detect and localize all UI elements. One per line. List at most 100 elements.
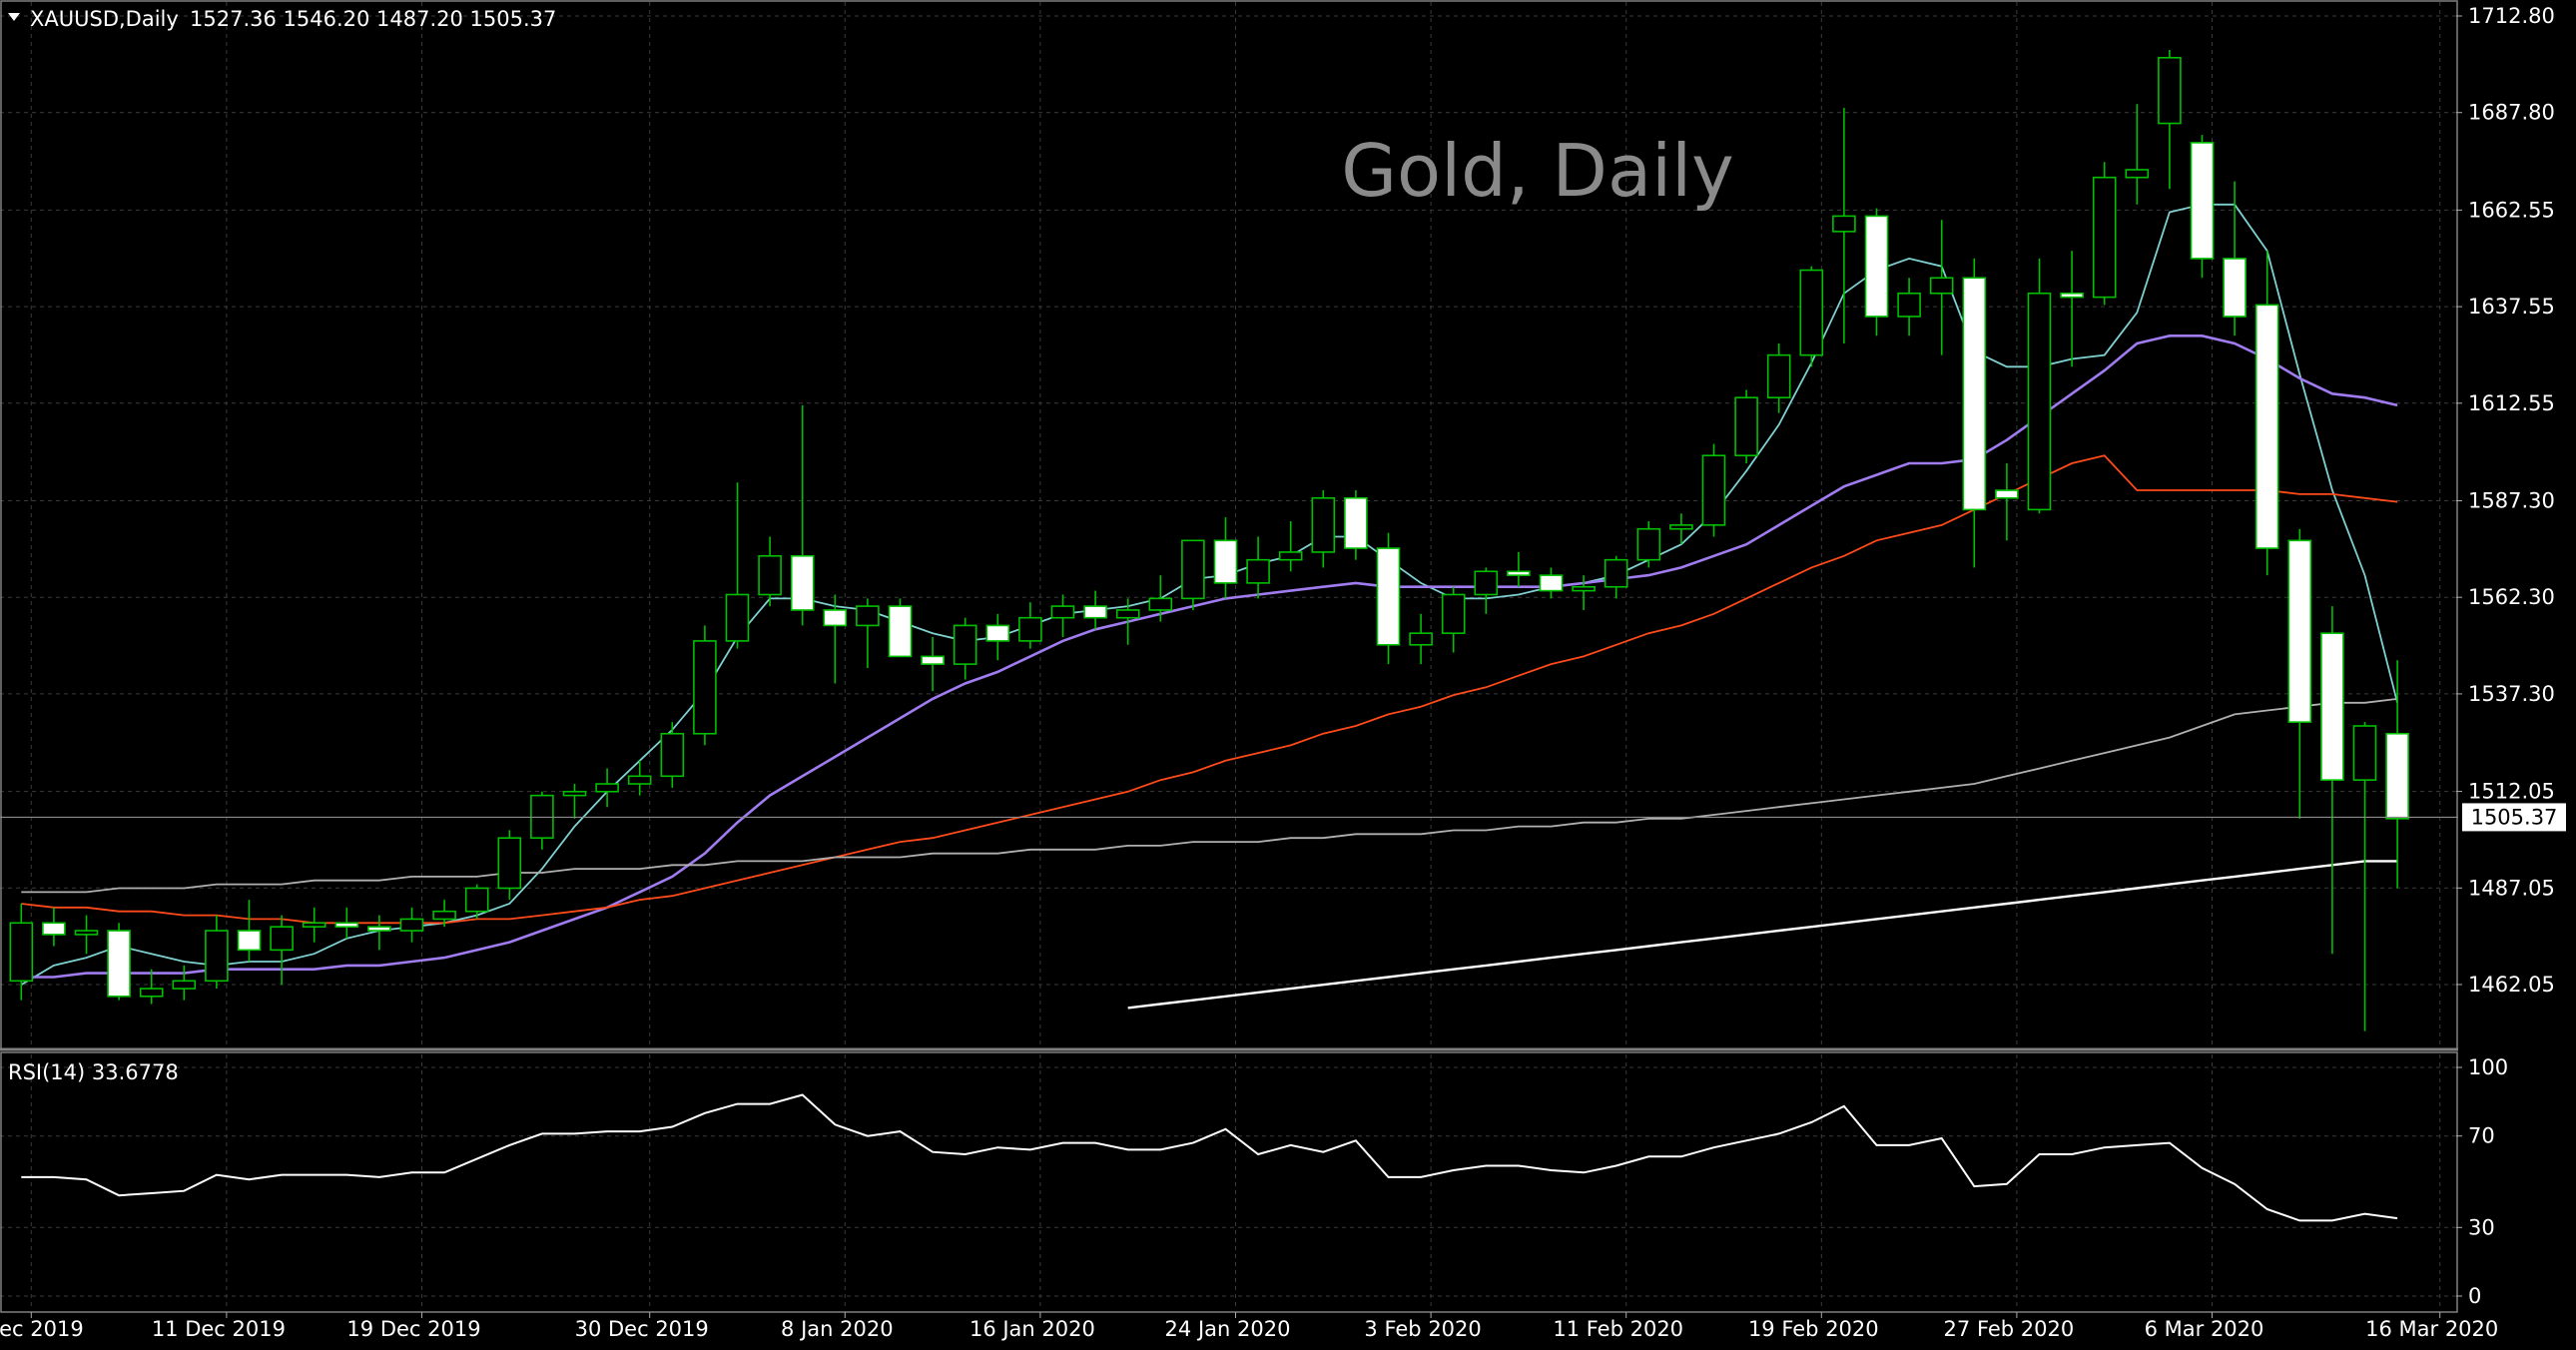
candle-bear <box>2385 732 2409 820</box>
candle-bull <box>432 910 456 921</box>
time-tick-label: 24 Jan 2020 <box>1165 1317 1291 1341</box>
time-tick-label: 27 Feb 2020 <box>1944 1317 2075 1341</box>
candle-bear <box>334 922 359 928</box>
candle-bull <box>205 930 229 983</box>
price-grid <box>0 2 2456 1048</box>
price-tick-label: 1687.80 <box>2468 101 2555 125</box>
candle-bull <box>2027 292 2052 511</box>
rsi-line <box>21 1093 2398 1222</box>
candle-bull <box>1669 524 1693 530</box>
candle-bull <box>1441 593 1466 634</box>
ma-line-20 <box>21 335 2398 979</box>
candle-bull <box>9 922 34 983</box>
rsi-pane-frame <box>0 1051 2458 1313</box>
candle-bull <box>562 790 587 797</box>
candle-bull <box>2352 725 2377 781</box>
candle-bear <box>2254 304 2279 549</box>
candle-bear <box>2060 292 2084 299</box>
candle-bull <box>2092 176 2117 299</box>
candle-bull <box>1832 215 1856 233</box>
candle-bull <box>74 930 99 936</box>
time-tick-label: 16 Jan 2020 <box>969 1317 1095 1341</box>
candle-bear <box>888 605 913 658</box>
time-tick-label: 6 Mar 2020 <box>2145 1317 2264 1341</box>
candle-bull <box>1018 616 1042 642</box>
chart-watermark: Gold, Daily <box>1341 129 1734 213</box>
time-tick-label: 3 Feb 2020 <box>1364 1317 1481 1341</box>
candle-bull <box>1929 277 1954 295</box>
candle-bull <box>1278 551 1303 561</box>
candles <box>9 50 2409 1031</box>
candle-bear <box>237 930 262 952</box>
chart-header: XAUUSD,Daily 1527.36 1546.20 1487.20 150… <box>8 7 556 31</box>
rsi-tick-label: 100 <box>2468 1055 2508 1079</box>
current-price-label: 1505.37 <box>2471 805 2558 829</box>
candle-bear <box>42 922 66 936</box>
candle-bull <box>139 988 164 998</box>
current-price-box: 1505.37 <box>2462 803 2566 832</box>
candle-bull <box>1246 558 1270 584</box>
candle-bear <box>1376 547 1401 646</box>
price-tick-label: 1612.55 <box>2468 391 2555 415</box>
candle-bear <box>2223 258 2247 318</box>
candle-bull <box>1604 558 1628 588</box>
candle-bull <box>1734 396 1758 457</box>
candle-bull <box>1766 353 1791 398</box>
price-tick-label: 1512.05 <box>2468 780 2555 804</box>
candle-bull <box>627 775 652 785</box>
candle-bear <box>107 930 131 998</box>
rsi-tick-label: 30 <box>2468 1215 2495 1239</box>
time-tick-label: 19 Feb 2020 <box>1748 1317 1879 1341</box>
candle-bull <box>464 887 489 913</box>
candle-bear <box>1539 574 1564 592</box>
price-tick-label: 1487.05 <box>2468 876 2555 900</box>
candle-bull <box>1050 605 1075 619</box>
rsi-tick-label: 70 <box>2468 1124 2495 1148</box>
candle-bear <box>1962 277 1987 511</box>
dropdown-triangle-icon[interactable] <box>8 13 20 21</box>
candle-bull <box>302 922 326 928</box>
candle-bull <box>1572 585 1596 592</box>
candle-bull <box>1409 632 1433 646</box>
candle-bear <box>823 609 848 627</box>
price-tick-label: 1562.30 <box>2468 585 2555 609</box>
candle-bear <box>985 624 1010 642</box>
candle-bull <box>1701 454 1726 526</box>
candle-bear <box>1083 605 1107 619</box>
symbol-label: XAUUSD,Daily <box>30 7 179 31</box>
candle-bull <box>1148 597 1173 611</box>
candle-bear <box>1344 496 1368 549</box>
candle-bull <box>693 640 717 735</box>
price-tick-label: 1462.05 <box>2468 973 2555 997</box>
candle-bull <box>856 605 880 627</box>
rsi-grid <box>0 1054 2456 1310</box>
candle-bear <box>2287 539 2312 723</box>
candle-bull <box>1311 496 1336 553</box>
ohlc-label: 1527.36 1546.20 1487.20 1505.37 <box>190 7 556 31</box>
ma-line-200 <box>1127 860 2398 1010</box>
candle-bull <box>758 555 782 596</box>
ma-line-100 <box>21 698 2398 894</box>
price-tick-label: 1662.55 <box>2468 198 2555 222</box>
price-tick-label: 1537.30 <box>2468 682 2555 706</box>
time-tick-label: 11 Dec 2019 <box>152 1317 286 1341</box>
candle-bull <box>172 980 197 990</box>
candle-bear <box>1507 570 1531 576</box>
rsi-tick-label: 0 <box>2468 1284 2481 1308</box>
candle-bear <box>2320 632 2344 781</box>
time-tick-label: 8 Jan 2020 <box>781 1317 894 1341</box>
candle-bull <box>725 593 750 642</box>
candle-bear <box>367 926 391 932</box>
time-tick-label: 3 Dec 2019 <box>0 1317 84 1341</box>
time-tick-label: 11 Feb 2020 <box>1553 1317 1683 1341</box>
candle-bear <box>1995 489 2019 499</box>
candle-bull <box>1636 527 1661 561</box>
candle-bull <box>1181 539 1205 600</box>
price-axis: 1712.80 1687.80 1662.55 1637.55 1612.55 1587.… <box>2456 4 2555 997</box>
candle-bull <box>1897 292 1921 318</box>
candle-bull <box>2158 56 2182 125</box>
price-tick-label: 1587.30 <box>2468 488 2555 512</box>
candle-bear <box>1213 539 1238 584</box>
candle-bear <box>790 555 815 611</box>
